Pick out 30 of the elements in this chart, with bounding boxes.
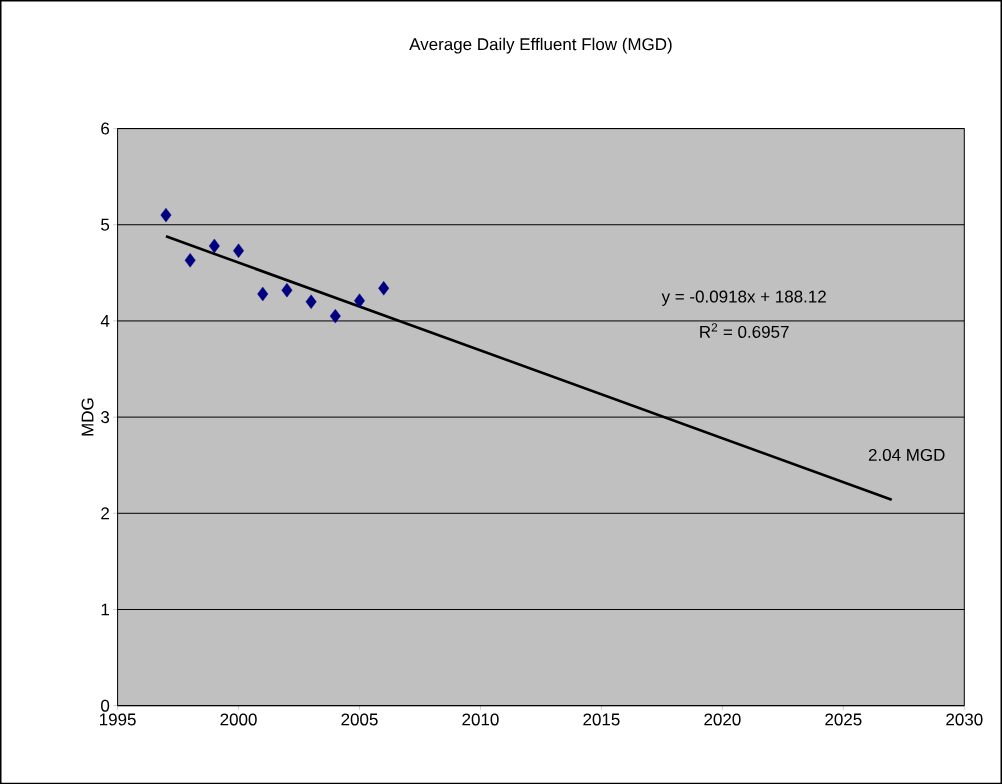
- x-tick-label: 2000: [220, 713, 257, 726]
- point: [184, 252, 196, 268]
- x-tick-label: 2015: [583, 713, 620, 726]
- x-tick-label: 2020: [704, 713, 741, 726]
- annotation: R$^{2}$ = 0.6957: [700, 323, 789, 338]
- x-tick-label: 2030: [946, 713, 983, 726]
- y-tick-label: 6: [101, 122, 110, 135]
- y-axis-title: MDG: [81, 398, 94, 436]
- point: [233, 243, 244, 258]
- x-tick-label: 2010: [462, 713, 499, 726]
- annotation: 2.04 MGD: [868, 448, 945, 461]
- point: [208, 238, 220, 253]
- chart-title: Average Daily Effluent Flow (MGD): [409, 37, 672, 54]
- y-tick-label: 5: [101, 218, 110, 231]
- point: [281, 282, 293, 298]
- point: [257, 286, 269, 302]
- x-tick-label: 1995: [100, 713, 136, 726]
- point: [160, 207, 172, 223]
- point: [305, 294, 317, 309]
- point: [354, 293, 365, 308]
- y-tick-label: 0: [101, 699, 110, 712]
- x-tick-label: 2025: [825, 713, 862, 726]
- point: [329, 308, 341, 324]
- x-tick-label: 2005: [341, 713, 378, 726]
- y-tick-label: 4: [100, 314, 110, 327]
- annotation: y = -0.0918x + 188.12: [661, 290, 826, 306]
- y-tick-label: 1: [101, 603, 109, 616]
- y-tick-label: 2: [101, 507, 109, 520]
- point: [378, 280, 390, 296]
- y-tick-label: 3: [101, 410, 110, 423]
